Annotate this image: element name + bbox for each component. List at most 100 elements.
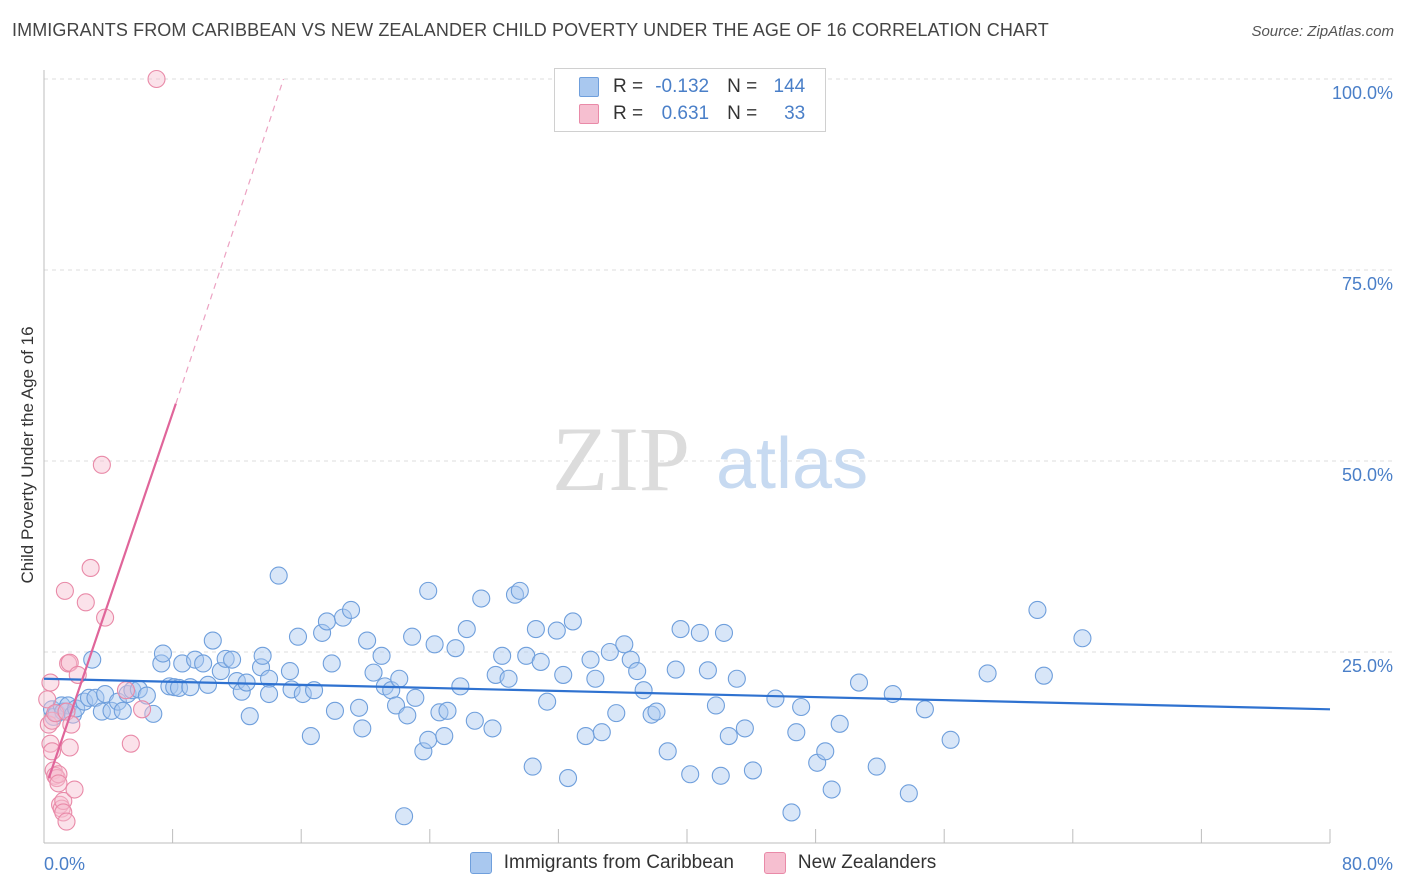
data-point[interactable] [941,730,960,749]
data-point[interactable] [547,621,566,640]
data-point[interactable] [735,719,754,738]
data-point[interactable] [849,673,869,692]
data-point[interactable] [483,719,502,738]
data-point[interactable] [607,704,626,723]
data-point[interactable] [600,642,619,662]
data-point[interactable] [390,669,409,688]
data-point[interactable] [1034,666,1053,685]
data-point[interactable] [787,723,806,742]
data-point[interactable] [216,649,235,668]
data-point[interactable] [666,660,685,679]
data-point[interactable] [113,701,132,720]
data-point[interactable] [364,663,383,682]
data-point[interactable] [41,734,60,753]
data-point[interactable] [446,639,465,658]
data-point[interactable] [203,631,222,650]
data-point[interactable] [253,646,272,665]
data-point[interactable] [647,702,666,721]
data-point[interactable] [194,654,213,673]
data-point[interactable] [830,714,849,733]
data-point[interactable] [144,704,163,723]
data-point[interactable] [395,807,414,826]
data-point[interactable] [133,700,152,719]
data-point[interactable] [57,812,76,831]
data-point[interactable] [465,711,484,730]
data-point[interactable] [690,623,709,642]
data-point[interactable] [301,726,320,746]
data-point[interactable] [634,681,653,700]
data-point[interactable] [92,702,111,721]
data-point[interactable] [341,600,361,620]
data-point[interactable] [621,650,640,669]
data-point[interactable] [538,692,557,711]
data-point[interactable] [1028,600,1047,620]
data-point[interactable] [317,612,336,631]
data-point[interactable] [1073,629,1092,648]
data-point[interactable] [403,627,422,646]
data-point[interactable] [322,654,341,673]
data-point[interactable] [92,455,111,474]
data-point[interactable] [581,650,600,669]
data-point[interactable] [147,69,166,89]
data-point[interactable] [414,742,433,761]
data-point[interactable] [526,620,545,639]
data-point[interactable] [766,689,785,708]
data-point[interactable] [406,688,425,707]
data-point[interactable] [615,635,634,654]
data-point[interactable] [658,742,677,761]
data-point[interactable] [353,719,372,738]
data-point[interactable] [55,581,74,600]
data-point[interactable] [915,700,934,719]
data-point[interactable] [711,766,730,785]
data-point[interactable] [358,631,377,650]
data-point[interactable] [288,627,308,646]
data-point[interactable] [350,698,369,717]
data-point[interactable] [576,726,595,746]
data-point[interactable] [563,612,582,631]
data-point[interactable] [198,675,218,694]
data-point[interactable] [451,677,470,696]
data-point[interactable] [642,705,661,724]
data-point[interactable] [558,769,578,788]
data-point[interactable] [280,662,299,681]
data-point[interactable] [531,652,550,671]
legend-item-caribbean[interactable]: Immigrants from Caribbean [469,852,734,874]
data-point[interactable] [116,681,136,700]
data-point[interactable] [62,715,81,734]
data-point[interactable] [121,734,140,753]
data-point[interactable] [743,761,762,780]
data-point[interactable] [372,646,391,665]
data-point[interactable] [867,757,886,776]
data-point[interactable] [681,765,700,784]
data-point[interactable] [671,620,690,639]
data-point[interactable] [706,696,725,715]
data-point[interactable] [727,669,746,688]
data-point[interactable] [46,704,65,723]
data-point[interactable] [719,726,738,746]
data-point[interactable] [978,664,997,683]
data-point[interactable] [313,623,332,642]
data-point[interactable] [510,581,529,600]
data-point[interactable] [472,589,491,608]
data-point[interactable] [457,620,476,639]
data-point[interactable] [899,784,918,803]
data-point[interactable] [438,701,457,720]
data-point[interactable] [41,673,60,692]
data-point[interactable] [398,706,417,725]
data-point[interactable] [782,803,801,822]
data-point[interactable] [49,774,68,793]
data-point[interactable] [499,669,518,688]
data-point[interactable] [227,671,246,691]
data-point[interactable] [81,558,100,578]
data-point[interactable] [493,646,512,665]
data-point[interactable] [792,697,811,717]
data-point[interactable] [523,757,542,776]
data-point[interactable] [592,723,611,742]
data-point[interactable] [628,662,647,681]
data-point[interactable] [714,623,734,642]
data-point[interactable] [586,669,605,688]
data-point[interactable] [137,686,156,705]
data-point[interactable] [60,738,79,757]
data-point[interactable] [554,665,573,684]
data-point[interactable] [419,581,438,600]
